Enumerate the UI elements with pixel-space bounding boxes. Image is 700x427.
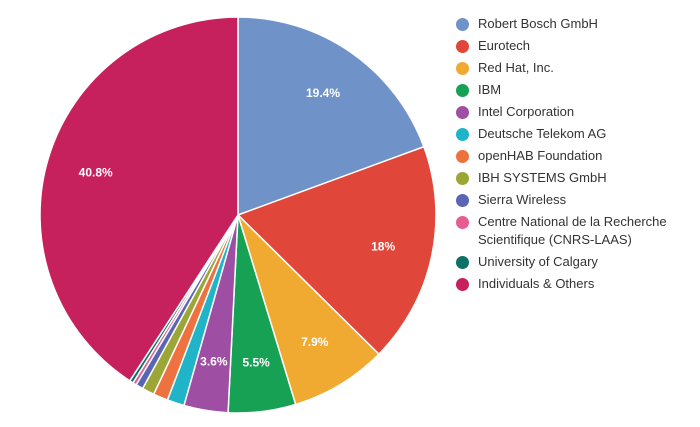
pie-slice [237, 16, 425, 217]
legend-item: IBM [456, 81, 700, 99]
legend-swatch [456, 62, 469, 75]
legend-swatch [456, 18, 469, 31]
legend-label: Red Hat, Inc. [478, 60, 554, 75]
legend-swatch [456, 256, 469, 269]
slice-data-label: 7.9% [301, 335, 329, 349]
legend-label: Sierra Wireless [478, 192, 567, 207]
pie-slice [39, 16, 239, 382]
legend-item: Robert Bosch GmbH [456, 15, 700, 33]
legend-item: Individuals & Others [456, 275, 700, 293]
slice-data-label: 3.6% [200, 355, 228, 369]
legend-item: Deutsche Telekom AG [456, 125, 700, 143]
legend-item: IBH SYSTEMS GmbH [456, 169, 700, 187]
chart-legend: Robert Bosch GmbH Eurotech Red Hat, Inc. IB… [456, 15, 700, 297]
legend-swatch [456, 106, 469, 119]
legend-swatch [456, 194, 469, 207]
legend-swatch [456, 84, 469, 97]
legend-item: University of Calgary [456, 253, 700, 271]
legend-label: Individuals & Others [478, 276, 595, 291]
legend-item: Red Hat, Inc. [456, 59, 700, 77]
legend-label: University of Calgary [478, 254, 598, 269]
slice-data-label: 18% [371, 239, 395, 253]
legend-swatch [456, 278, 469, 291]
legend-item: Sierra Wireless [456, 191, 700, 209]
legend-item: Intel Corporation [456, 103, 700, 121]
legend-swatch [456, 172, 469, 185]
legend-item: Centre National de la Recherche Scientif… [456, 213, 700, 249]
legend-item: Eurotech [456, 37, 700, 55]
legend-label: Intel Corporation [478, 104, 575, 119]
legend-swatch [456, 216, 469, 229]
legend-swatch [456, 128, 469, 141]
slice-data-label: 19.4% [306, 86, 340, 100]
legend-label: Deutsche Telekom AG [478, 126, 607, 141]
pie-slice [237, 214, 380, 406]
legend-label: IBH SYSTEMS GmbH [478, 170, 607, 185]
legend-label: IBM [478, 82, 502, 97]
legend-label: Eurotech [478, 38, 531, 53]
legend-label: Robert Bosch GmbH [478, 16, 598, 31]
legend-label: Centre National de la Recherche Scientif… [478, 214, 667, 247]
legend-item: openHAB Foundation [456, 147, 700, 165]
slice-data-label: 40.8% [79, 166, 113, 180]
legend-swatch [456, 40, 469, 53]
legend-label: openHAB Foundation [478, 148, 603, 163]
slice-data-label: 5.5% [242, 355, 270, 369]
legend-swatch [456, 150, 469, 163]
pie-slice [236, 145, 437, 356]
